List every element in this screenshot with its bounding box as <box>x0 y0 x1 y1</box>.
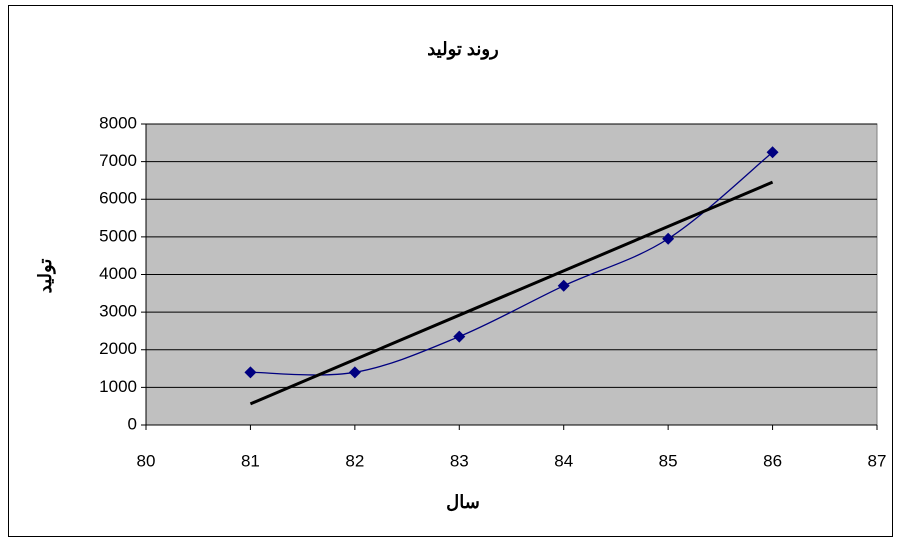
y-axis-label: تولید <box>35 259 56 294</box>
y-tick-label: 2000 <box>99 339 137 358</box>
y-tick-label: 8000 <box>99 113 137 132</box>
data-point <box>453 330 466 343</box>
data-point <box>244 366 257 379</box>
x-tick-label: 81 <box>241 451 260 470</box>
x-axis-label: سال <box>446 492 480 512</box>
series-line <box>250 151 773 376</box>
y-tick-label: 3000 <box>99 302 137 321</box>
chart-title: روند تولید <box>427 39 499 60</box>
x-tick-label: 83 <box>450 451 469 470</box>
data-point <box>348 366 361 379</box>
data-point <box>766 146 779 159</box>
x-tick-label: 82 <box>345 451 364 470</box>
y-tick-label: 5000 <box>99 226 137 245</box>
data-point <box>557 279 570 292</box>
x-tick-label: 80 <box>137 451 156 470</box>
x-tick-label: 85 <box>659 451 678 470</box>
y-tick-label: 6000 <box>99 189 137 208</box>
x-tick-label: 84 <box>554 451 573 470</box>
data-point <box>662 232 675 245</box>
x-tick-label: 87 <box>868 451 887 470</box>
y-tick-label: 4000 <box>99 264 137 283</box>
y-tick-label: 0 <box>128 414 137 433</box>
x-tick-label: 86 <box>763 451 782 470</box>
y-tick-label: 7000 <box>99 151 137 170</box>
trendline <box>249 180 774 406</box>
y-tick-label: 1000 <box>99 377 137 396</box>
